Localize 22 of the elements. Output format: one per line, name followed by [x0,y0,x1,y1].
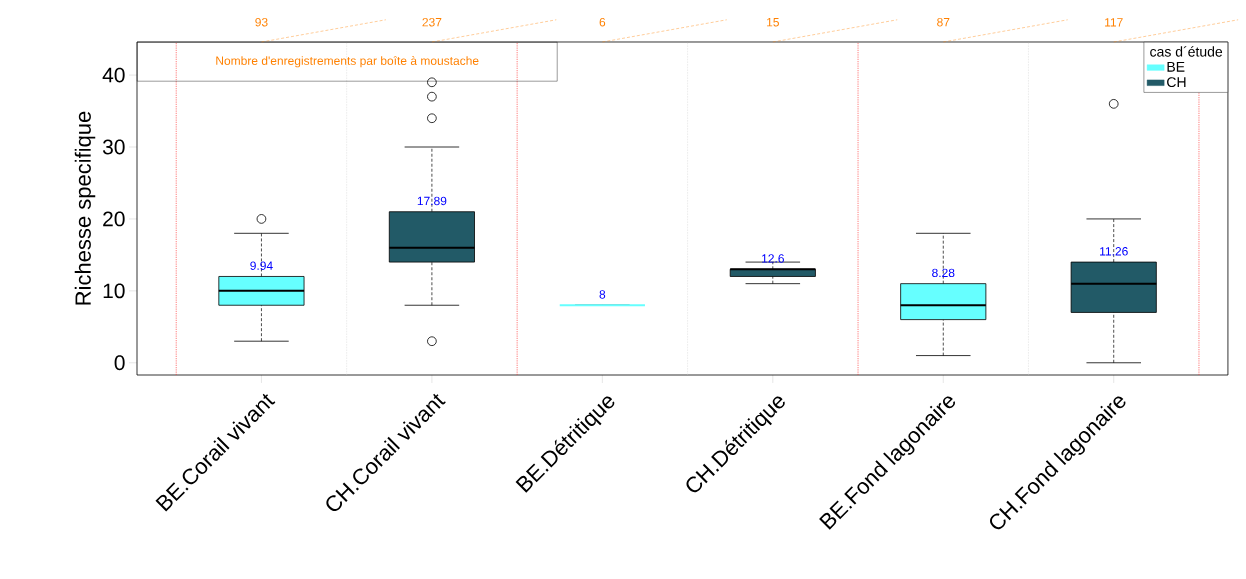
annotation: 8.28 [932,268,955,278]
text: 93 [255,17,268,27]
annotation: 11.26 [1100,247,1128,256]
annotation: 9.94 [250,261,273,270]
legend-title: cas d´étude [1150,46,1223,57]
text: 117 [1105,18,1123,27]
y-tick-label: 10 [103,283,125,299]
y-axis-title: Richesse specifique [74,111,96,305]
annotation: Nombre d'enregistrements par boîte à moustache [216,56,479,68]
text: 237 [422,17,442,27]
text: 15 [767,18,779,27]
y-tick-label: 40 [102,67,125,83]
legend-label: BE [1167,62,1185,72]
legend-label: CH [1167,77,1186,88]
y-tick-label: 20 [103,211,125,227]
annotation: 17.89 [417,196,447,206]
text: 6 [599,17,606,27]
annotation: 12.6 [762,254,784,263]
text: 87 [937,17,950,27]
y-tick-label: 30 [102,139,125,155]
annotation: 8 [599,290,606,299]
y-tick-label: 0 [114,355,125,371]
